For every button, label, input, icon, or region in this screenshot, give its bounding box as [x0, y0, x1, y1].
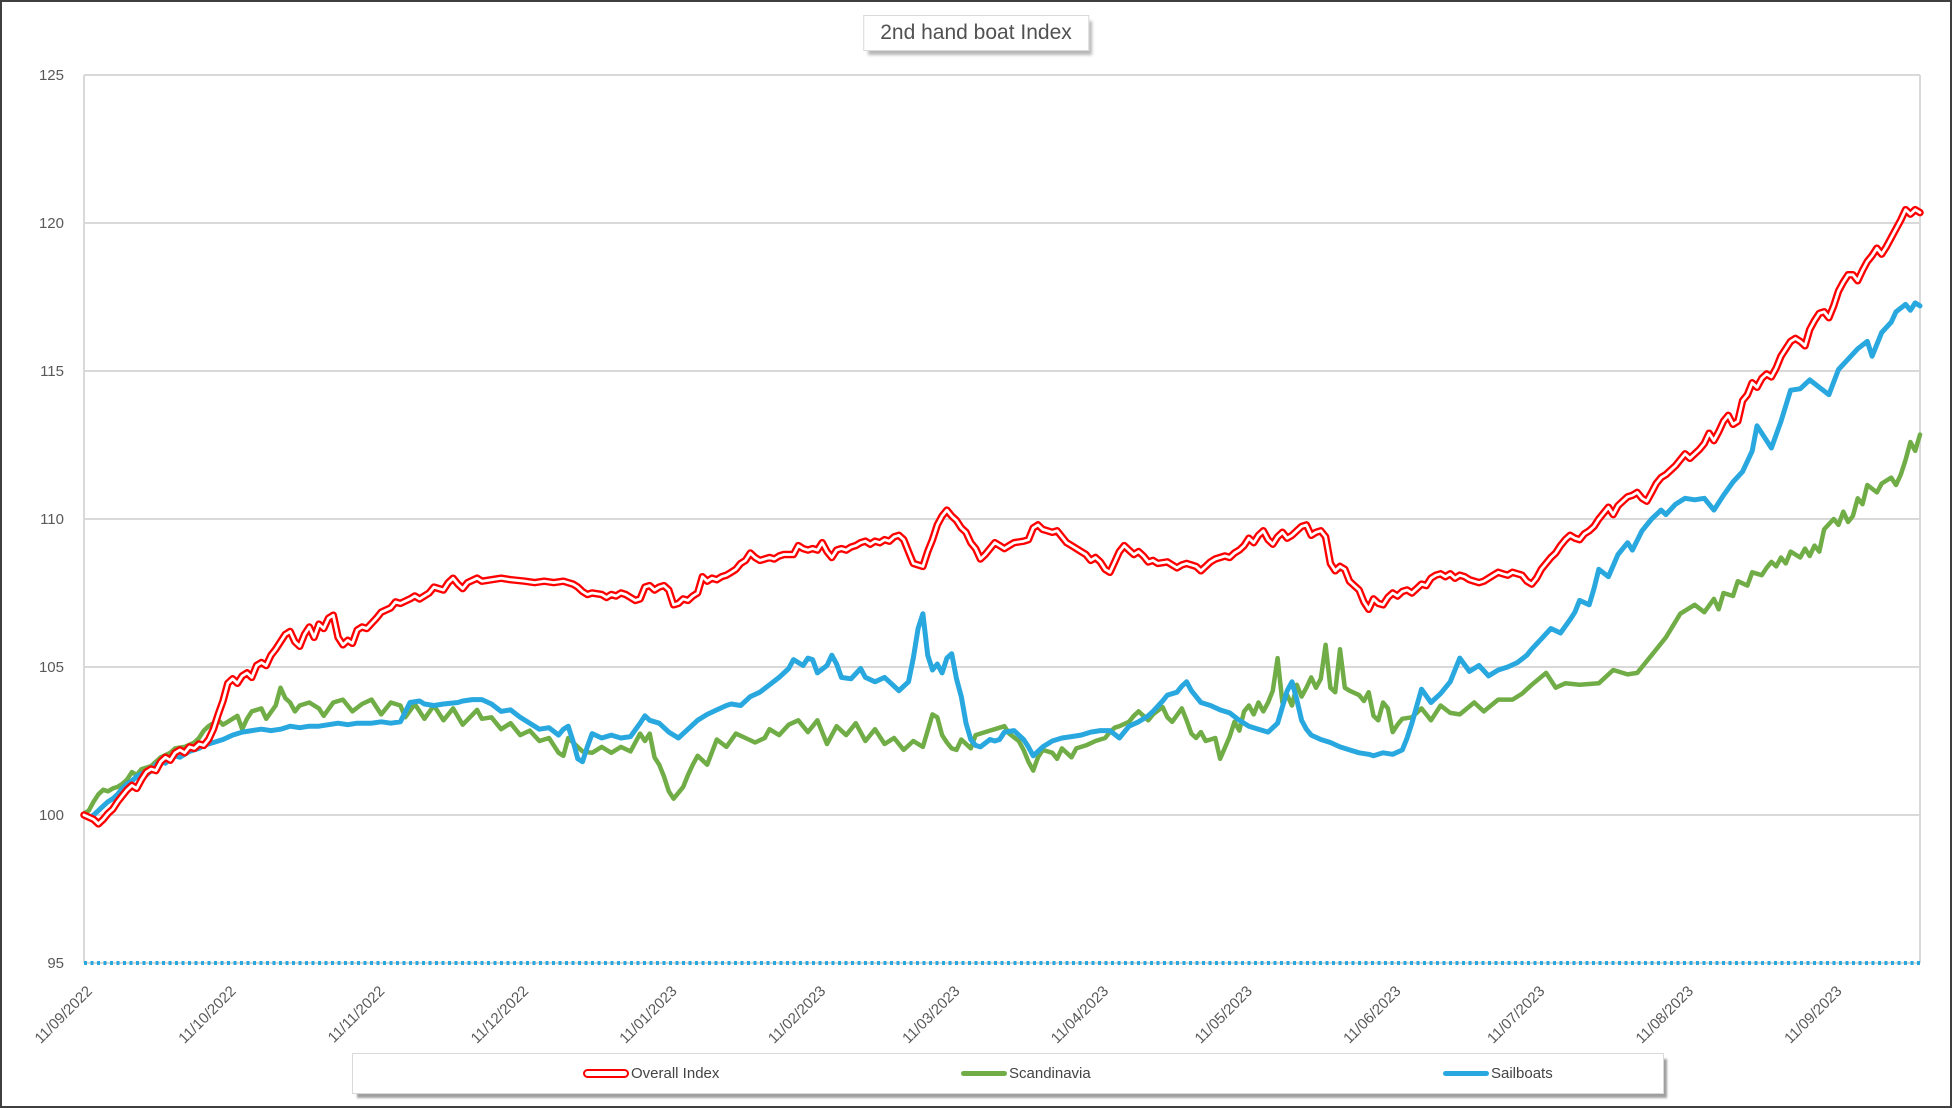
- x-axis-tick-label: 11/11/2022: [325, 983, 389, 1047]
- x-axis-tick-label: 11/08/2023: [1633, 983, 1697, 1047]
- y-axis-tick-label: 95: [47, 955, 64, 972]
- x-axis-tick-label: 11/04/2023: [1048, 983, 1112, 1047]
- y-axis-tick-label: 120: [39, 215, 64, 232]
- legend-label: Sailboats: [1491, 1065, 1553, 1082]
- y-axis-tick-label: 105: [39, 659, 64, 676]
- legend-entry-scandinavia[interactable]: Scandinavia: [961, 1054, 1091, 1093]
- legend-label: Overall Index: [631, 1065, 720, 1082]
- legend-entry-sailboats[interactable]: Sailboats: [1443, 1054, 1553, 1093]
- y-axis-tick-label: 125: [39, 67, 64, 84]
- legend-label: Scandinavia: [1009, 1065, 1091, 1082]
- legend-entry-overall-index[interactable]: Overall Index: [583, 1054, 719, 1093]
- series-overall-index-line-core: [82, 208, 1922, 826]
- x-axis-tick-label: 11/07/2023: [1484, 983, 1548, 1047]
- x-axis-tick-label: 11/12/2022: [468, 983, 532, 1047]
- chart-title: 2nd hand boat Index: [880, 21, 1072, 44]
- x-axis-tick-label: 11/05/2023: [1192, 983, 1256, 1047]
- series-sailboats-line[interactable]: [81, 300, 1923, 821]
- y-axis-tick-label: 100: [39, 807, 64, 824]
- overall-index-line-swatch-icon: [583, 1069, 629, 1078]
- legend[interactable]: Overall Index Scandinavia Sailboats: [352, 1053, 1664, 1094]
- scandinavia-line-swatch-icon: [961, 1071, 1007, 1076]
- chart-title-box[interactable]: 2nd hand boat Index: [863, 15, 1089, 51]
- y-axis-tick-label: 115: [40, 363, 64, 380]
- y-axis-tick-label: 110: [40, 511, 64, 528]
- x-axis-tick-label: 11/06/2023: [1340, 983, 1404, 1047]
- series-scandinavia-line[interactable]: [81, 432, 1923, 816]
- x-axis-tick-label: 11/09/2023: [1781, 983, 1845, 1047]
- x-axis-tick-label: 11/02/2023: [765, 983, 829, 1047]
- x-axis-tick-label: 11/03/2023: [899, 983, 963, 1047]
- x-axis-tick-label: 11/01/2023: [616, 983, 680, 1047]
- x-axis-tick-label: 11/10/2022: [175, 983, 239, 1047]
- x-axis-tick-label: 11/09/2022: [32, 983, 96, 1047]
- sailboats-line-swatch-icon: [1443, 1071, 1489, 1076]
